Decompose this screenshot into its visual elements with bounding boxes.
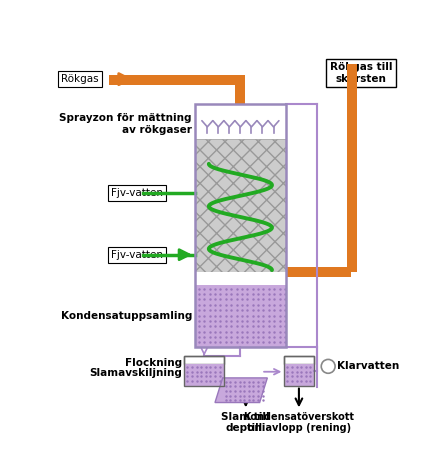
Bar <box>195 104 286 347</box>
Bar <box>284 356 313 364</box>
Bar <box>184 356 224 386</box>
Bar <box>195 285 286 347</box>
Text: Klarvatten: Klarvatten <box>338 361 399 371</box>
Text: Rökgas till
skorsten: Rökgas till skorsten <box>330 62 393 84</box>
Bar <box>184 356 224 364</box>
Text: Slamavskiljning: Slamavskiljning <box>89 368 182 378</box>
Bar <box>347 64 356 79</box>
Bar <box>195 272 286 285</box>
Bar <box>195 104 286 139</box>
Circle shape <box>321 360 335 373</box>
Text: Flockning: Flockning <box>125 358 182 368</box>
Text: Sprayzon för mättning
av rökgaser: Sprayzon för mättning av rökgaser <box>59 113 192 134</box>
Bar <box>286 267 351 277</box>
Text: Kondensatöverskott
till avlopp (rening): Kondensatöverskott till avlopp (rening) <box>243 412 354 433</box>
Text: Kondensatuppsamling: Kondensatuppsamling <box>61 311 192 321</box>
Bar <box>184 364 224 386</box>
Text: Slam till
deponi: Slam till deponi <box>221 412 270 433</box>
Bar <box>235 75 245 104</box>
Bar <box>284 356 313 386</box>
Bar <box>109 75 240 85</box>
Bar <box>347 75 356 272</box>
Text: Fjv-vatten: Fjv-vatten <box>111 250 163 260</box>
Polygon shape <box>215 378 267 403</box>
Bar <box>284 364 313 386</box>
Text: Fjv-vatten: Fjv-vatten <box>111 188 163 198</box>
Bar <box>195 139 286 272</box>
Text: Rökgas: Rökgas <box>61 74 98 84</box>
